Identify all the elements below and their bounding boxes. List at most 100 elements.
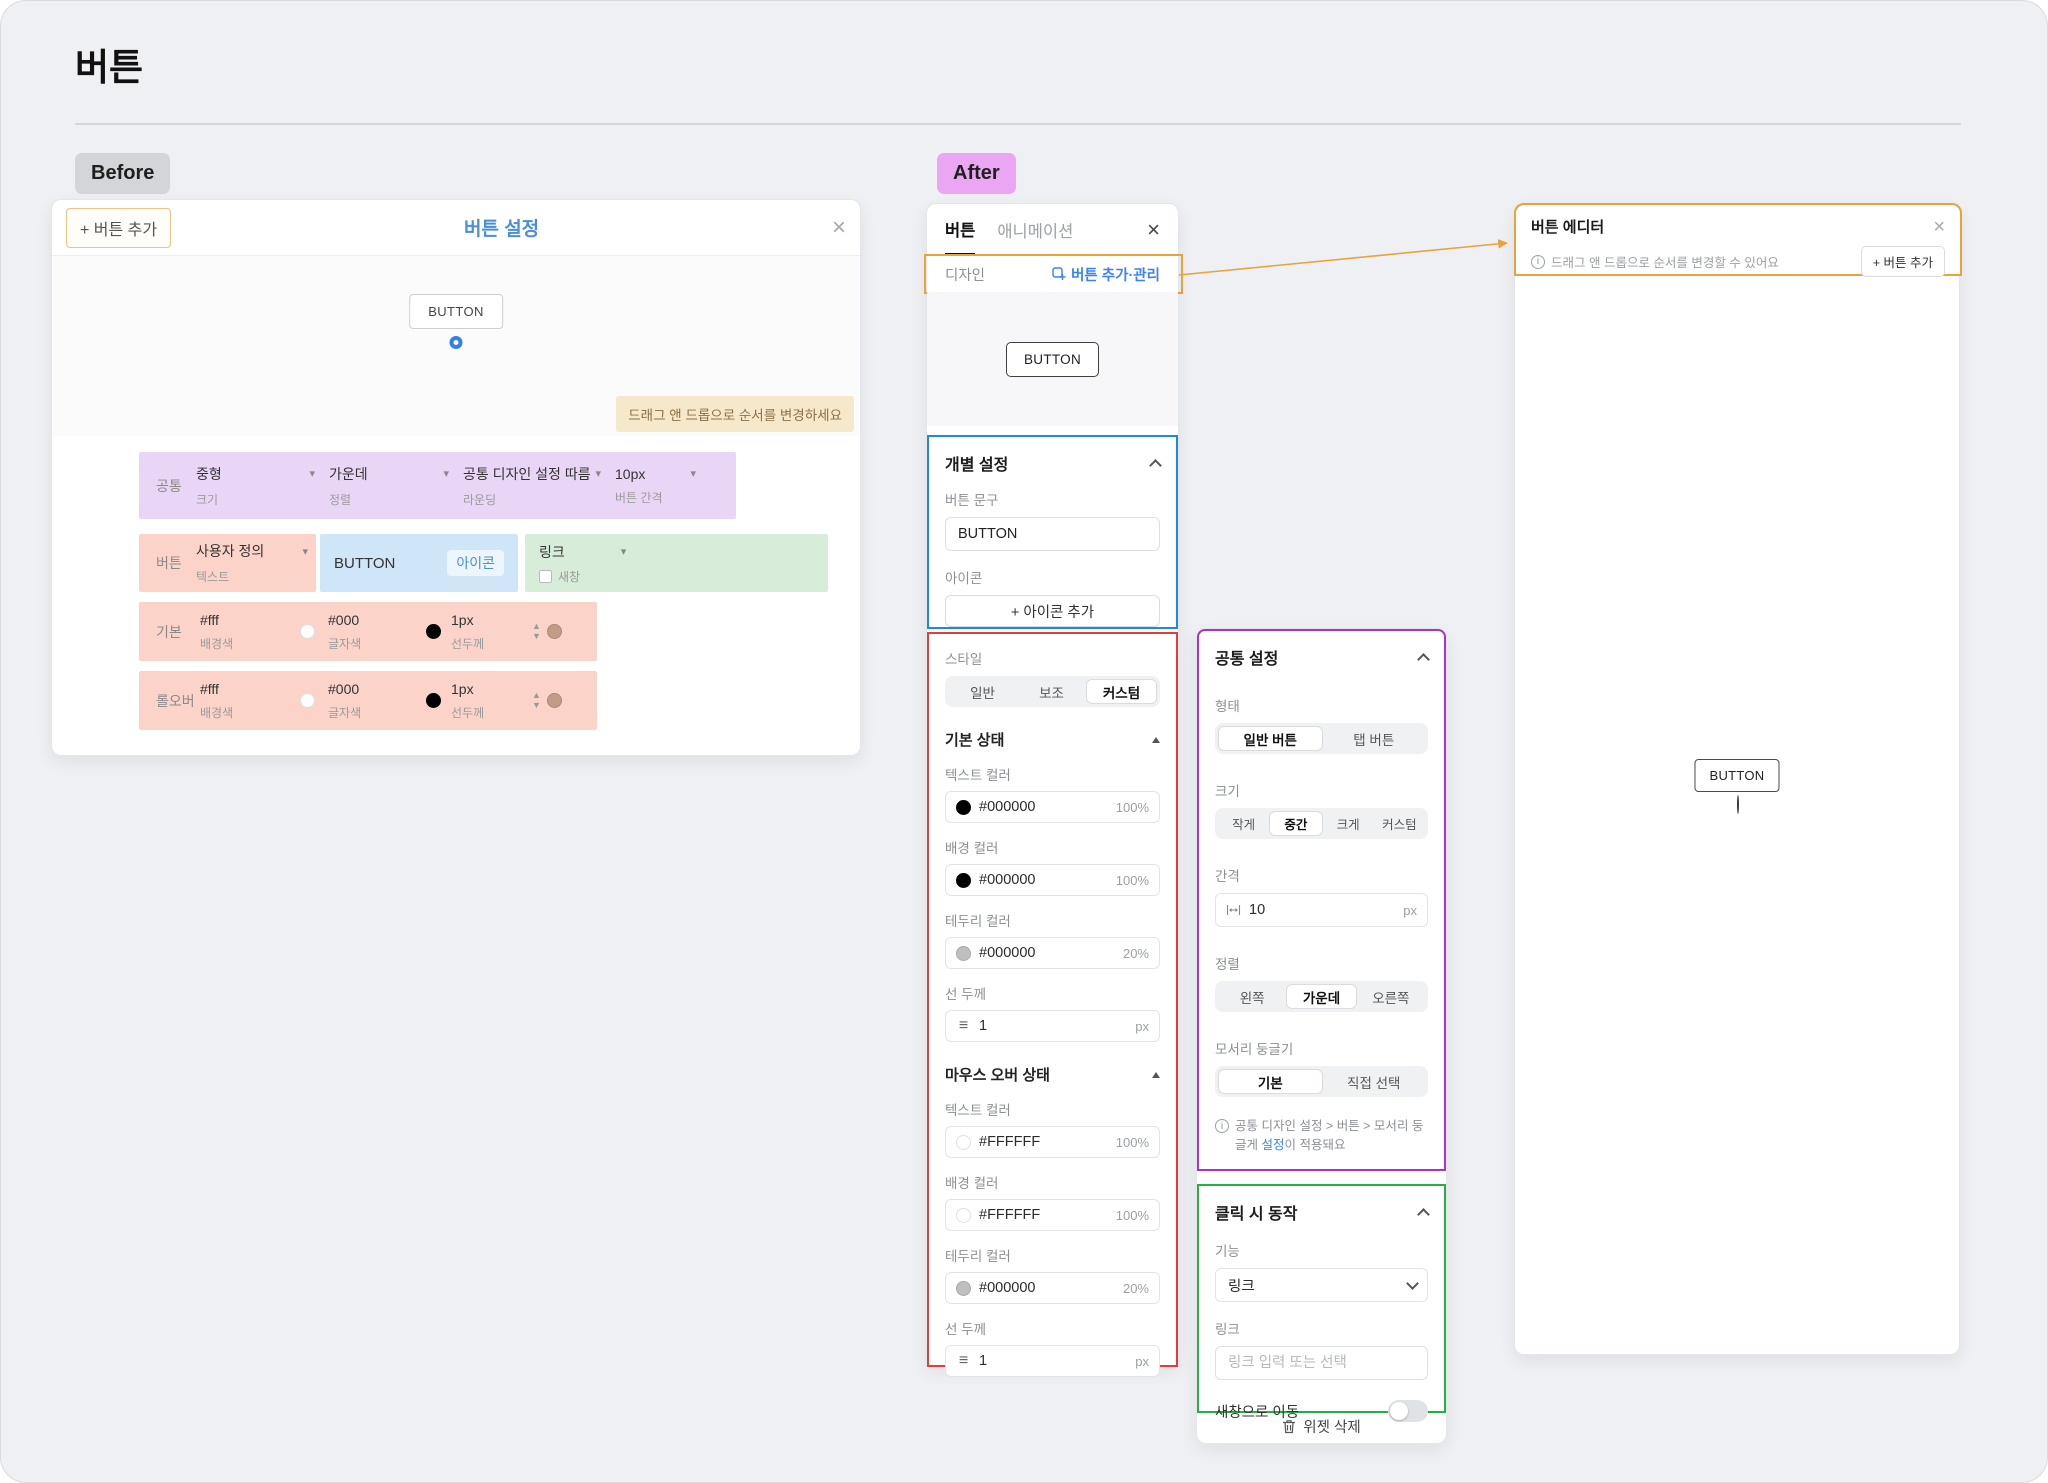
text-color-swatch[interactable] [426,693,441,708]
color-swatch[interactable] [956,945,971,961]
after-settings-panel: 버튼 애니메이션 × 디자인 버튼 추가·관리 BUTTON 개별 설정 버튼 … [924,203,1183,1377]
hover-state-header[interactable]: 마우스 오버 상태 [945,1064,1160,1085]
segment-normal[interactable]: 일반 [970,685,995,701]
color-input[interactable]: #FFFFFF 100% [945,1199,1160,1231]
button-text-input[interactable] [945,517,1160,551]
color-input[interactable]: #000000 100% [945,791,1160,823]
bg-color-field[interactable]: #fff 배경색 [200,612,300,652]
checkbox-icon[interactable] [539,569,552,583]
close-icon[interactable]: × [1147,216,1160,242]
segment-normal-button[interactable]: 일반 버튼 [1218,726,1323,751]
field-label: 텍스트 컬러 [945,768,1011,783]
preview-button[interactable]: BUTTON [409,294,503,329]
color-swatch[interactable] [956,1280,971,1296]
preview-button[interactable]: BUTTON [1005,341,1100,377]
segment-secondary[interactable]: 보조 [1039,685,1064,701]
before-badge: Before [75,153,171,194]
add-button-button[interactable]: + 버튼 추가 [1860,246,1945,277]
stepper-down-icon[interactable]: ▼ [532,700,541,710]
stepper-down-icon[interactable]: ▼ [532,631,541,641]
link-dropdown[interactable]: 링크 ▾ [539,542,626,562]
line-weight-icon: ≡ [958,1352,969,1369]
rounding-dropdown[interactable]: 공통 디자인 설정 따름 ▾ 라운딩 [463,464,615,508]
segment-left[interactable]: 왼쪽 [1239,990,1265,1006]
section-header[interactable]: 클릭 시 동작 [1215,1200,1430,1224]
section-header[interactable]: 공통 설정 [1215,645,1430,669]
segment-large[interactable]: 크게 [1336,818,1360,832]
bg-color-swatch[interactable] [300,624,315,639]
color-input[interactable]: #000000 20% [945,1272,1160,1304]
text-mode-dropdown[interactable]: 사용자 정의 ▾ 텍스트 [196,541,316,585]
editor-title: 버튼 에디터 [1531,219,1605,236]
caret-down-icon: ▾ [690,468,696,480]
delete-widget-button[interactable]: 위젯 삭제 [1197,1413,1446,1439]
stepper-up-icon[interactable]: ▲ [532,690,541,700]
stepper-up-icon[interactable]: ▲ [532,621,541,631]
color-swatch[interactable] [956,1134,971,1150]
base-state-header[interactable]: 기본 상태 [945,729,1160,750]
border-width-input[interactable]: ≡ 1 px [945,1010,1160,1042]
settings-link[interactable]: 설정 [1261,1137,1285,1152]
style-section: 스타일 일반 보조 커스텀 기본 상태 텍스트 컬러 #000000 100% … [927,632,1178,1377]
color-swatch[interactable] [956,799,971,815]
tab-animation[interactable]: 애니메이션 [997,222,1074,241]
align-dropdown[interactable]: 가운데 ▾ 정렬 [329,464,463,508]
gap-input[interactable]: 10 px [1215,893,1428,927]
close-icon[interactable]: × [831,213,846,241]
border-width-field[interactable]: 1px 선두께 [451,681,524,721]
stepper-control[interactable]: ▲ ▼ [532,622,541,641]
segment-direct[interactable]: 직접 선택 [1347,1075,1401,1091]
text-color-field[interactable]: #000 글자색 [328,612,426,652]
text-color-swatch[interactable] [426,624,441,639]
gap-dropdown[interactable]: 10px ▾ 버튼 간격 [615,466,736,506]
before-button-text-cell[interactable]: BUTTON 아이콘 [320,534,518,592]
selected-radio-icon[interactable] [449,336,463,349]
color-input[interactable]: #000000 100% [945,864,1160,896]
radius-label: 모서리 둥글기 [1215,1042,1294,1057]
bg-color-field[interactable]: #fff 배경색 [200,681,300,721]
color-input[interactable]: #000000 20% [945,937,1160,969]
icon-chip-button[interactable]: 아이콘 [447,550,504,576]
new-window-toggle[interactable] [1388,1400,1428,1422]
opacity-value: 100% [1115,799,1149,815]
segment-right[interactable]: 오른쪽 [1372,990,1410,1006]
link-input[interactable] [1215,1346,1428,1380]
section-title: 공통 설정 [1215,651,1279,668]
border-width-value: 1px [451,680,474,697]
tab-button[interactable]: 버튼 [945,204,976,255]
segment-center[interactable]: 가운데 [1286,984,1357,1009]
row-label: 기본 [156,623,182,640]
close-icon[interactable]: × [1933,215,1945,238]
new-window-checkbox-row[interactable]: 새창 [539,568,580,585]
color-swatch[interactable] [956,1207,971,1223]
color-value: #000000 [979,1280,1036,1296]
segment-tab-button[interactable]: 탭 버튼 [1353,732,1395,748]
section-header[interactable]: 개별 설정 [945,451,1162,475]
text-color-field[interactable]: #000 글자색 [328,681,426,721]
border-color-swatch[interactable] [546,693,562,708]
before-link-cell: 링크 ▾ 새창 [525,534,828,592]
segment-custom[interactable]: 커스텀 [1382,818,1417,832]
border-width-input[interactable]: ≡ 1 px [945,1345,1160,1377]
color-swatch[interactable] [956,872,971,888]
color-input[interactable]: #FFFFFF 100% [945,1126,1160,1158]
segment-small[interactable]: 작게 [1232,818,1256,832]
segment-custom[interactable]: 커스텀 [1086,679,1157,704]
color-value: #FFFFFF [979,1207,1041,1223]
add-button-button[interactable]: + 버튼 추가 [66,207,172,248]
stepper-control[interactable]: ▲ ▼ [532,691,541,710]
segment-medium[interactable]: 중간 [1269,811,1323,836]
border-width-field[interactable]: 1px 선두께 [451,612,524,652]
caret-down-icon: ▾ [620,546,627,558]
segment-default[interactable]: 기본 [1218,1069,1323,1094]
border-color-swatch[interactable] [546,624,562,639]
field-caption: 라운딩 [463,492,497,507]
manage-buttons-link[interactable]: 버튼 추가·관리 [1052,264,1160,285]
function-select[interactable]: 링크 [1215,1268,1428,1302]
title-divider [75,123,1961,125]
selected-radio-icon[interactable] [1737,795,1739,814]
size-dropdown[interactable]: 중형 ▾ 크기 [196,464,329,508]
bg-color-swatch[interactable] [300,693,315,708]
canvas-button[interactable]: BUTTON [1694,759,1780,792]
add-icon-button[interactable]: + 아이콘 추가 [945,595,1160,627]
